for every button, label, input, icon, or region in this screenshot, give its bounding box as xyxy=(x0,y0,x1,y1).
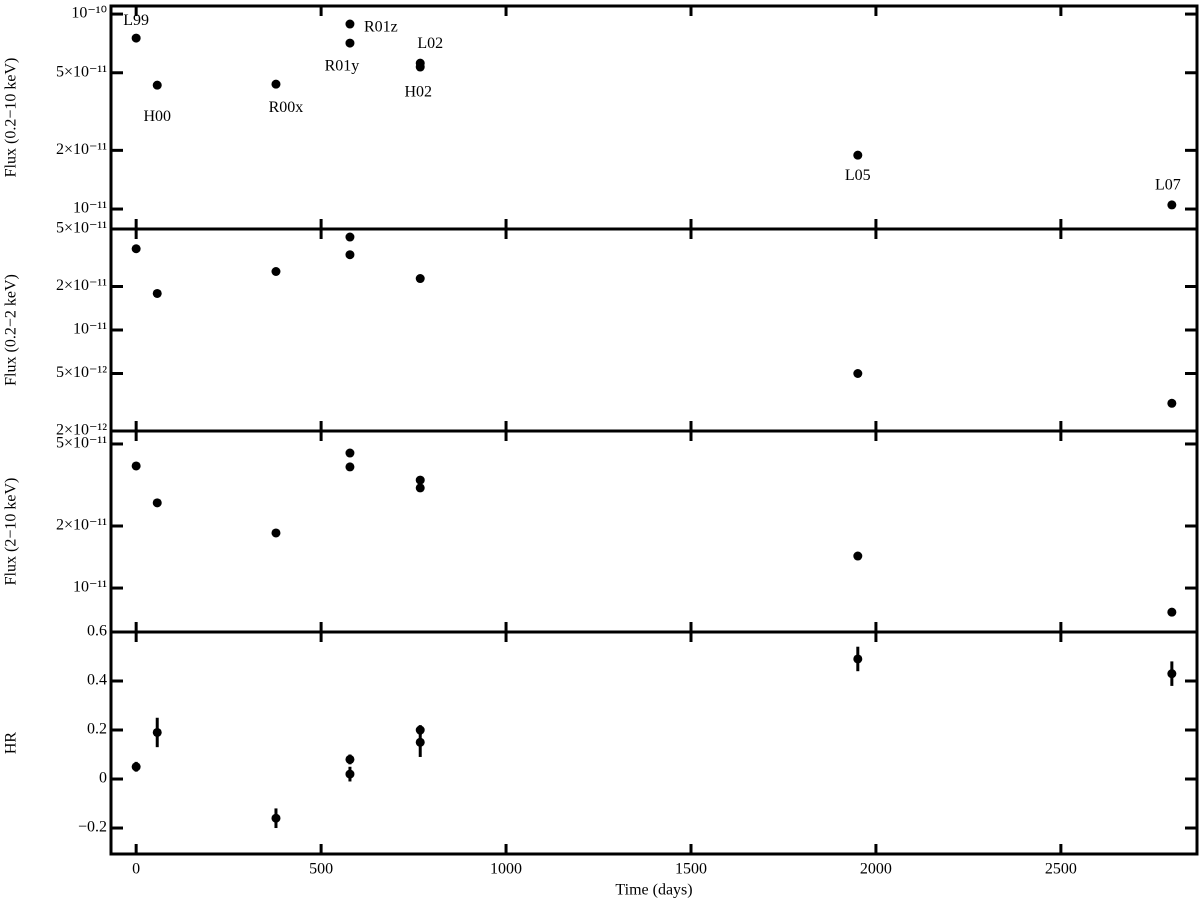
point-label: R00x xyxy=(269,99,304,116)
y-tick-label: 2×10⁻¹² xyxy=(56,422,107,439)
y-tick-label: 5×10⁻¹¹ xyxy=(56,435,107,452)
data-point xyxy=(271,813,281,823)
x-tick-label: 2500 xyxy=(1045,861,1077,878)
y-tick-label: −0.2 xyxy=(78,819,107,836)
data-point xyxy=(345,754,355,764)
plot-frame xyxy=(109,630,1199,856)
data-point xyxy=(345,462,355,472)
data-point xyxy=(152,80,162,90)
data-point xyxy=(415,483,425,493)
plot-frame xyxy=(109,227,1199,433)
data-point xyxy=(853,654,863,664)
y-axis-label: Flux (0.2−2 keV) xyxy=(3,274,20,386)
data-point xyxy=(415,725,425,735)
x-tick-label: 0 xyxy=(132,861,140,878)
data-point xyxy=(131,461,141,471)
data-point xyxy=(1167,398,1177,408)
point-label: H02 xyxy=(404,84,432,101)
y-axis-label: Flux (2−10 keV) xyxy=(3,478,20,586)
data-point xyxy=(1167,200,1177,210)
data-point xyxy=(345,250,355,260)
data-point xyxy=(271,79,281,89)
data-point xyxy=(152,498,162,508)
point-label: L07 xyxy=(1155,177,1181,194)
data-point xyxy=(131,762,141,772)
point-label: L02 xyxy=(417,35,443,52)
y-axis-label: Flux (0.2−10 keV) xyxy=(3,58,20,178)
y-tick-label: 0.4 xyxy=(87,672,107,689)
y-tick-label: 0.6 xyxy=(87,623,107,640)
data-point xyxy=(853,551,863,561)
y-tick-label: 10⁻¹¹ xyxy=(73,321,107,338)
data-point xyxy=(415,475,425,485)
x-tick-label: 1500 xyxy=(675,861,707,878)
data-point xyxy=(152,727,162,737)
data-point xyxy=(345,232,355,242)
plot-frame xyxy=(109,4,1199,231)
data-point xyxy=(853,368,863,378)
data-point xyxy=(152,288,162,298)
point-label: H00 xyxy=(143,108,171,125)
y-tick-label: 10⁻¹¹ xyxy=(73,579,107,596)
y-axis-label: HR xyxy=(3,732,20,755)
y-tick-label: 0.2 xyxy=(87,721,107,738)
x-tick-label: 2000 xyxy=(860,861,892,878)
y-tick-label: 2×10⁻¹¹ xyxy=(56,141,107,158)
data-point xyxy=(415,62,425,72)
y-tick-label: 5×10⁻¹¹ xyxy=(56,220,107,237)
y-tick-label: 2×10⁻¹¹ xyxy=(56,277,107,294)
data-point xyxy=(415,737,425,747)
data-point xyxy=(1167,607,1177,617)
point-label: R01z xyxy=(364,19,398,36)
y-tick-label: 2×10⁻¹¹ xyxy=(56,517,107,534)
y-tick-label: 5×10⁻¹¹ xyxy=(56,63,107,80)
data-point xyxy=(271,267,281,277)
data-point xyxy=(345,448,355,458)
data-point xyxy=(131,33,141,43)
data-point xyxy=(345,19,355,29)
point-label: L05 xyxy=(845,167,871,184)
point-label: R01y xyxy=(325,58,360,75)
data-point xyxy=(271,528,281,538)
data-point xyxy=(415,274,425,284)
x-tick-label: 500 xyxy=(309,861,333,878)
data-point xyxy=(345,769,355,779)
x-tick-label: 1000 xyxy=(490,861,522,878)
data-point xyxy=(131,244,141,254)
y-tick-label: 10⁻¹¹ xyxy=(73,200,107,217)
y-tick-label: 5×10⁻¹² xyxy=(56,364,107,381)
data-point xyxy=(853,150,863,160)
point-label: L99 xyxy=(123,12,149,29)
data-point xyxy=(345,38,355,48)
data-point xyxy=(1167,669,1177,679)
y-tick-label: 10⁻¹⁰ xyxy=(71,5,107,22)
x-axis-label: Time (days) xyxy=(615,882,692,899)
y-tick-label: 0 xyxy=(99,770,107,787)
